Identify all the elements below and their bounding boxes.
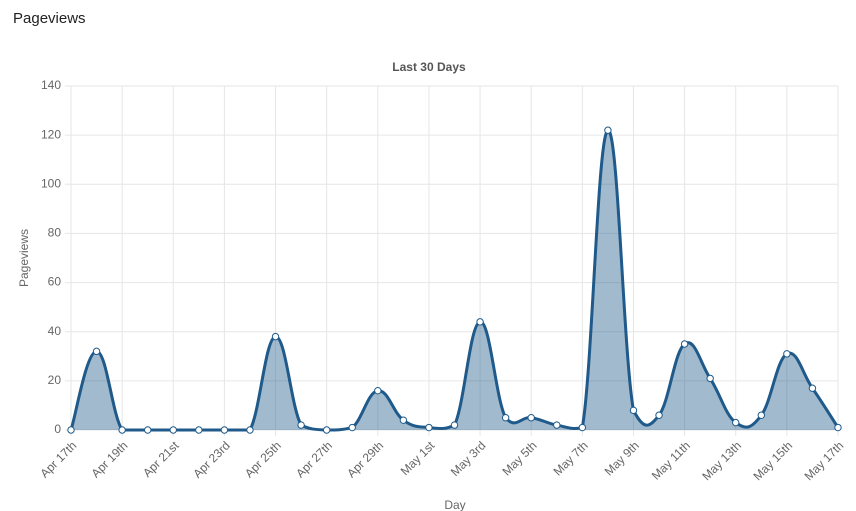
y-tick-label: 100 bbox=[41, 176, 61, 190]
point bbox=[374, 386, 382, 395]
point bbox=[629, 406, 638, 415]
y-axis-label: Pageviews bbox=[17, 229, 31, 287]
x-tick-label: May 17th bbox=[802, 438, 847, 483]
y-tick-label: 80 bbox=[48, 226, 62, 240]
y-tick-label: 20 bbox=[48, 373, 62, 387]
x-tick-label: Apr 23rd bbox=[190, 438, 232, 480]
point bbox=[195, 426, 203, 434]
point bbox=[680, 340, 689, 348]
point bbox=[169, 426, 177, 434]
point bbox=[527, 414, 535, 422]
point bbox=[450, 421, 459, 429]
point bbox=[501, 414, 510, 422]
x-tick-label: May 1st bbox=[398, 438, 438, 478]
x-tick-label: Apr 27th bbox=[293, 438, 335, 480]
point bbox=[757, 411, 765, 419]
point bbox=[604, 126, 612, 134]
point bbox=[246, 426, 254, 434]
x-tick-label: Apr 21st bbox=[140, 438, 182, 480]
x-tick-label: May 13th bbox=[699, 438, 744, 483]
x-axis-label: Day bbox=[444, 498, 465, 511]
chart-title: Last 30 Days bbox=[392, 60, 466, 74]
x-tick-label: Apr 17th bbox=[37, 438, 79, 480]
point bbox=[655, 411, 663, 419]
x-tick-label: Apr 25th bbox=[242, 438, 284, 480]
point bbox=[783, 350, 791, 358]
x-tick-label: May 11th bbox=[649, 438, 693, 482]
point bbox=[706, 374, 714, 383]
x-tick-label: Apr 19th bbox=[89, 438, 131, 480]
page-title: Pageviews bbox=[13, 10, 86, 27]
point bbox=[808, 384, 817, 392]
y-tick-label: 0 bbox=[54, 422, 61, 436]
point bbox=[144, 426, 152, 434]
point bbox=[399, 416, 408, 424]
y-tick-label: 40 bbox=[48, 324, 62, 338]
y-tick-label: 120 bbox=[41, 127, 61, 141]
point bbox=[118, 426, 126, 434]
point bbox=[348, 423, 356, 432]
point bbox=[322, 426, 331, 434]
x-tick-label: May 5th bbox=[499, 438, 539, 478]
point bbox=[476, 318, 484, 326]
point bbox=[834, 423, 842, 432]
area bbox=[71, 130, 838, 430]
x-tick-label: May 3rd bbox=[448, 438, 489, 479]
x-tick-label: Apr 29th bbox=[344, 438, 386, 480]
point bbox=[220, 426, 229, 434]
point bbox=[425, 423, 433, 432]
line bbox=[69, 128, 840, 432]
point bbox=[271, 332, 280, 341]
point bbox=[732, 418, 740, 427]
point bbox=[578, 423, 587, 432]
point bbox=[92, 347, 101, 356]
x-tick-label: May 15th bbox=[750, 438, 795, 483]
x-tick-label: May 9th bbox=[602, 438, 642, 478]
x-tick-label: May 7th bbox=[551, 438, 591, 478]
y-tick-label: 60 bbox=[48, 275, 62, 289]
point bbox=[67, 426, 75, 434]
y-tick-label: 140 bbox=[41, 78, 61, 92]
point bbox=[553, 421, 561, 429]
point bbox=[297, 421, 305, 429]
